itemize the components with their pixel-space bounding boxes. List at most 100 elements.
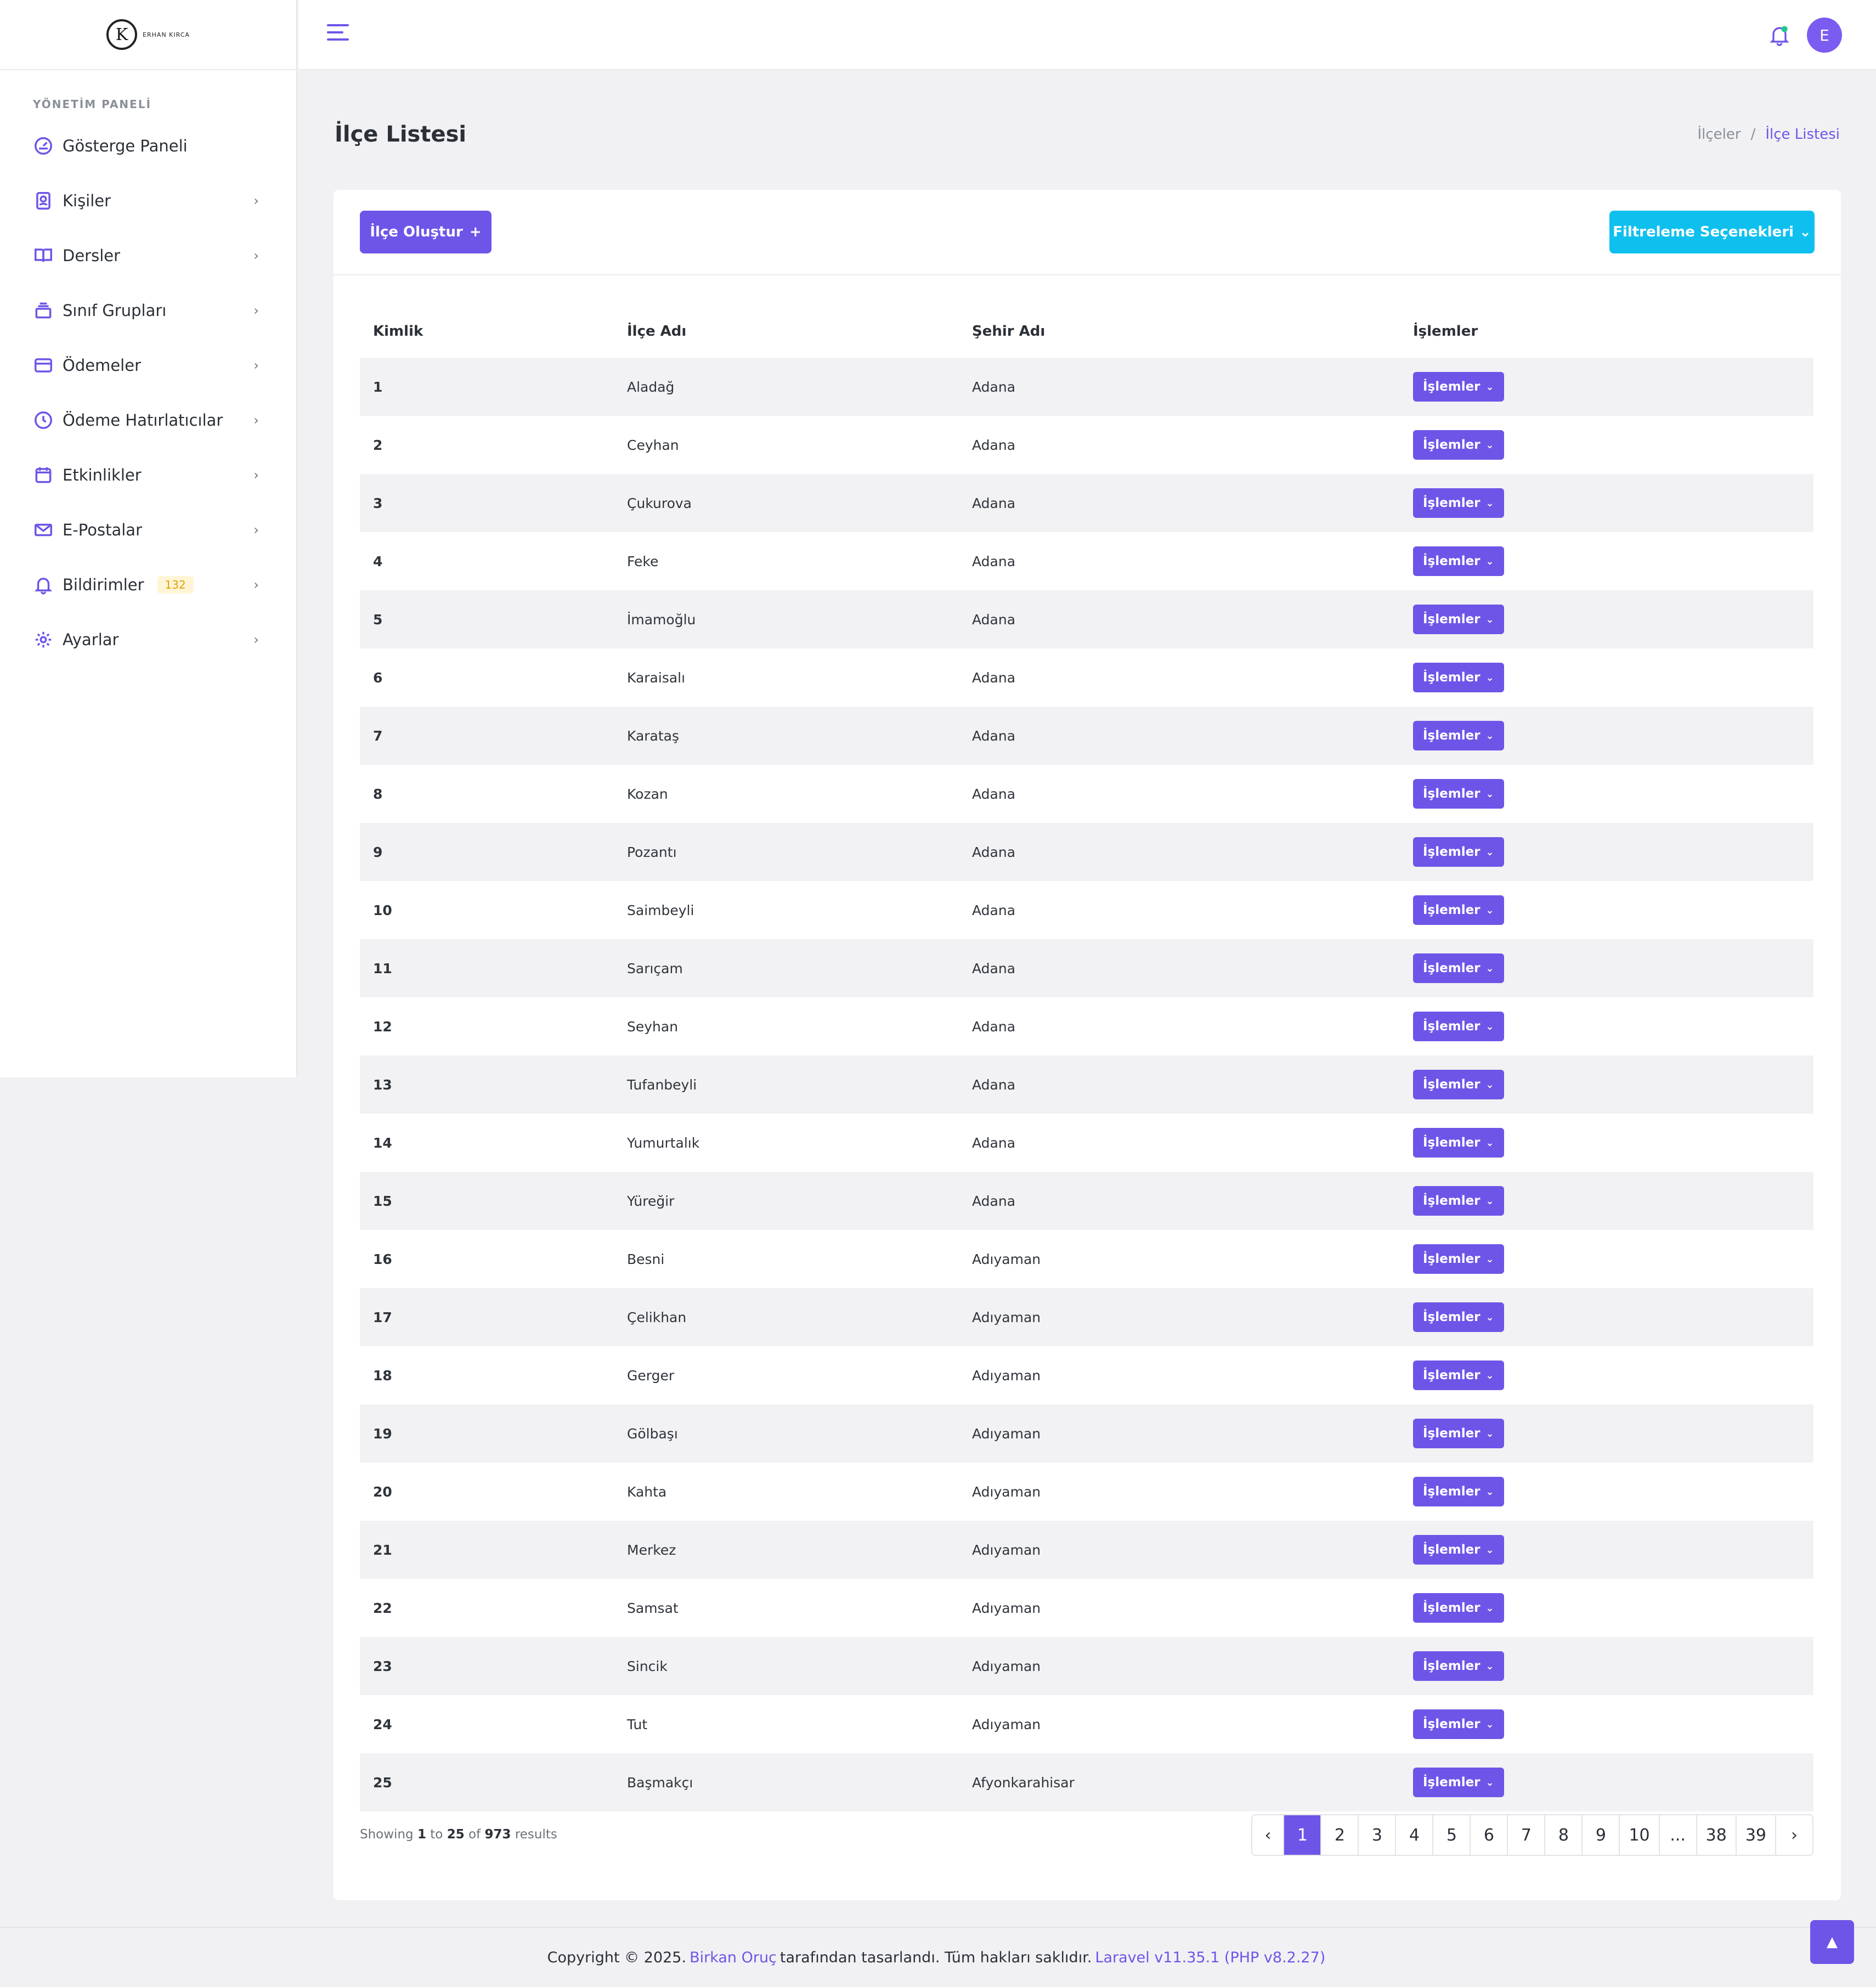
row-actions-label: İşlemler xyxy=(1423,1775,1481,1790)
row-actions-button[interactable]: İşlemler ⌄ xyxy=(1413,837,1504,867)
scroll-to-top-button[interactable]: ▲ xyxy=(1810,1920,1854,1964)
sidebar-item-label: Sınıf Grupları xyxy=(63,301,167,320)
sidebar-item-label: E-Postalar xyxy=(63,521,142,539)
row-actions-button[interactable]: İşlemler ⌄ xyxy=(1413,1593,1504,1623)
sidebar-item-gear[interactable]: Ayarlar › xyxy=(0,612,296,667)
row-actions-button[interactable]: İşlemler ⌄ xyxy=(1413,1244,1504,1274)
cell-actions: İşlemler ⌄ xyxy=(1400,1579,1813,1637)
row-actions-label: İşlemler xyxy=(1423,1019,1481,1034)
sidebar-item-stack[interactable]: Sınıf Grupları › xyxy=(0,283,296,338)
notification-bell-icon[interactable] xyxy=(1767,23,1792,47)
cell-district: Başmakçı xyxy=(614,1753,959,1811)
filter-options-button[interactable]: Filtreleme Seçenekleri ⌄ xyxy=(1609,211,1815,253)
table-row: 23 Sincik Adıyaman İşlemler ⌄ xyxy=(360,1637,1813,1695)
cell-id: 17 xyxy=(360,1288,614,1346)
row-actions-button[interactable]: İşlemler ⌄ xyxy=(1413,430,1504,460)
cell-district: Sincik xyxy=(614,1637,959,1695)
table-row: 17 Çelikhan Adıyaman İşlemler ⌄ xyxy=(360,1288,1813,1346)
page-link-1[interactable]: 1 xyxy=(1283,1815,1321,1855)
row-actions-button[interactable]: İşlemler ⌄ xyxy=(1413,779,1504,809)
row-actions-button[interactable]: İşlemler ⌄ xyxy=(1413,1302,1504,1332)
row-actions-button[interactable]: İşlemler ⌄ xyxy=(1413,1535,1504,1565)
row-actions-button[interactable]: İşlemler ⌄ xyxy=(1413,605,1504,634)
breadcrumb-current: İlçe Listesi xyxy=(1765,126,1840,143)
chevron-down-icon: ⌄ xyxy=(1485,1486,1494,1498)
avatar[interactable]: E xyxy=(1807,18,1842,53)
page-link-2[interactable]: 2 xyxy=(1320,1815,1358,1855)
sidebar-item-bell[interactable]: Bildirimler 132 › xyxy=(0,557,296,612)
page-link-9[interactable]: 9 xyxy=(1581,1815,1619,1855)
row-actions-button[interactable]: İşlemler ⌄ xyxy=(1413,488,1504,518)
footer-author-link[interactable]: Birkan Oruç xyxy=(690,1949,777,1966)
chevron-down-icon: ⌄ xyxy=(1485,846,1494,858)
cell-actions: İşlemler ⌄ xyxy=(1400,765,1813,823)
notification-count-badge: 132 xyxy=(157,576,194,594)
breadcrumb-parent[interactable]: İlçeler xyxy=(1697,126,1741,143)
row-actions-button[interactable]: İşlemler ⌄ xyxy=(1413,1768,1504,1797)
next-page-button[interactable]: › xyxy=(1775,1815,1812,1855)
cell-district: Tut xyxy=(627,1716,648,1732)
sidebar-item-credit-card[interactable]: Ödemeler › xyxy=(0,338,296,393)
row-actions-button[interactable]: İşlemler ⌄ xyxy=(1413,1128,1504,1158)
cell-id: 12 xyxy=(373,1018,392,1035)
page-link-10[interactable]: 10 xyxy=(1619,1815,1659,1855)
row-actions-button[interactable]: İşlemler ⌄ xyxy=(1413,953,1504,983)
sidebar-item-contact[interactable]: Kişiler › xyxy=(0,173,296,228)
page-link-38[interactable]: 38 xyxy=(1696,1815,1736,1855)
showing-to: 25 xyxy=(447,1827,465,1842)
sidebar-item-dashboard[interactable]: Gösterge Paneli xyxy=(0,118,296,173)
page-link-6[interactable]: 6 xyxy=(1470,1815,1507,1855)
table-row: 19 Gölbaşı Adıyaman İşlemler ⌄ xyxy=(360,1404,1813,1463)
row-actions-button[interactable]: İşlemler ⌄ xyxy=(1413,1651,1504,1681)
showing-results-word: results xyxy=(515,1827,557,1842)
sidebar-item-mail[interactable]: E-Postalar › xyxy=(0,503,296,557)
prev-page-button[interactable]: ‹ xyxy=(1252,1815,1284,1855)
row-actions-button[interactable]: İşlemler ⌄ xyxy=(1413,1361,1504,1390)
cell-actions: İşlemler ⌄ xyxy=(1400,1637,1813,1695)
row-actions-button[interactable]: İşlemler ⌄ xyxy=(1413,895,1504,925)
row-actions-label: İşlemler xyxy=(1423,1077,1481,1092)
cell-actions: İşlemler ⌄ xyxy=(1400,997,1813,1055)
sidebar-item-book[interactable]: Dersler › xyxy=(0,228,296,283)
page-link-4[interactable]: 4 xyxy=(1395,1815,1433,1855)
cell-city: Adıyaman xyxy=(959,1288,1400,1346)
row-actions-button[interactable]: İşlemler ⌄ xyxy=(1413,1012,1504,1041)
cell-id: 6 xyxy=(373,669,383,686)
row-actions-button[interactable]: İşlemler ⌄ xyxy=(1413,1709,1504,1739)
cell-city: Adıyaman xyxy=(972,1483,1041,1500)
row-actions-button[interactable]: İşlemler ⌄ xyxy=(1413,1070,1504,1099)
logo[interactable]: K ERHAN KIRCA xyxy=(106,19,190,50)
cell-id: 11 xyxy=(360,939,614,997)
page-link-5[interactable]: 5 xyxy=(1432,1815,1470,1855)
menu-toggle-icon[interactable] xyxy=(327,24,349,46)
row-actions-button[interactable]: İşlemler ⌄ xyxy=(1413,663,1504,692)
table-header-row: Kimlik İlçe Adı Şehir Adı İşlemler xyxy=(360,305,1813,358)
page-link-8[interactable]: 8 xyxy=(1544,1815,1582,1855)
page-link-39[interactable]: 39 xyxy=(1735,1815,1775,1855)
cell-actions: İşlemler ⌄ xyxy=(1400,939,1813,997)
cell-district: Saimbeyli xyxy=(627,902,694,918)
cell-district: Ceyhan xyxy=(627,437,679,453)
row-actions-label: İşlemler xyxy=(1423,1484,1481,1499)
row-actions-button[interactable]: İşlemler ⌄ xyxy=(1413,721,1504,750)
cell-id: 8 xyxy=(373,786,383,802)
create-district-button[interactable]: İlçe Oluştur + xyxy=(360,211,491,253)
cell-actions: İşlemler ⌄ xyxy=(1400,358,1813,416)
row-actions-button[interactable]: İşlemler ⌄ xyxy=(1413,1419,1504,1448)
page-link-7[interactable]: 7 xyxy=(1507,1815,1545,1855)
cell-actions: İşlemler ⌄ xyxy=(1400,416,1813,474)
table-row: 13 Tufanbeyli Adana İşlemler ⌄ xyxy=(360,1055,1813,1114)
page-link-3[interactable]: 3 xyxy=(1358,1815,1395,1855)
table-row: 1 Aladağ Adana İşlemler ⌄ xyxy=(360,358,1813,416)
sidebar-item-calendar[interactable]: Etkinlikler › xyxy=(0,448,296,503)
row-actions-button[interactable]: İşlemler ⌄ xyxy=(1413,546,1504,576)
row-actions-button[interactable]: İşlemler ⌄ xyxy=(1413,372,1504,402)
cell-city: Adıyaman xyxy=(959,1404,1400,1463)
row-actions-label: İşlemler xyxy=(1423,612,1481,626)
row-actions-button[interactable]: İşlemler ⌄ xyxy=(1413,1477,1504,1506)
row-actions-label: İşlemler xyxy=(1423,1194,1481,1208)
cell-district: Yumurtalık xyxy=(627,1134,700,1151)
sidebar-item-clock[interactable]: Ödeme Hatırlatıcılar › xyxy=(0,393,296,448)
row-actions-button[interactable]: İşlemler ⌄ xyxy=(1413,1186,1504,1216)
cell-actions: İşlemler ⌄ xyxy=(1400,1695,1813,1753)
